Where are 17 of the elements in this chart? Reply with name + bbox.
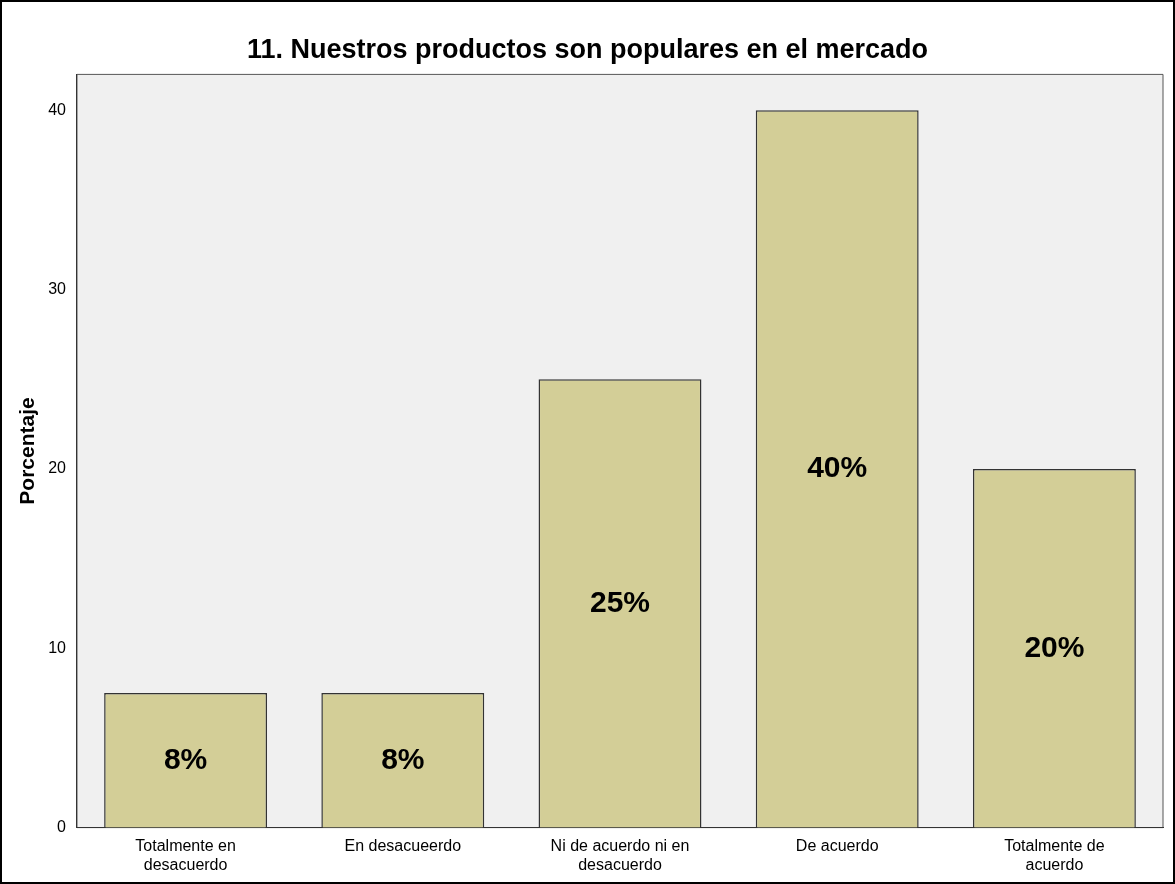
y-tick-label: 10 [48,638,67,656]
x-tick-label: Totalmente en desacuerdo [135,836,236,873]
y-tick-label: 0 [57,818,67,836]
data-label: 40% [807,450,868,484]
data-label: 25% [589,584,651,618]
x-tick-label: De acuerdo [795,836,879,854]
data-label: 8% [381,741,425,775]
y-tick-label: 20 [48,459,67,477]
y-tick-label: 40 [48,100,67,118]
x-tick-label: Totalmente de acuerdo [1004,836,1105,873]
y-axis-title: Porcentaje [15,397,39,505]
data-label: 8% [163,741,208,775]
x-tick-label: Ni de acuerdo ni en desacuerdo [550,836,690,873]
y-tick-label: 30 [48,280,67,298]
x-tick-label: En desacueerdo [344,836,462,854]
data-label: 20% [1024,629,1085,663]
chart-title: 11. Nuestros productos son populares en el mercado [246,33,929,64]
